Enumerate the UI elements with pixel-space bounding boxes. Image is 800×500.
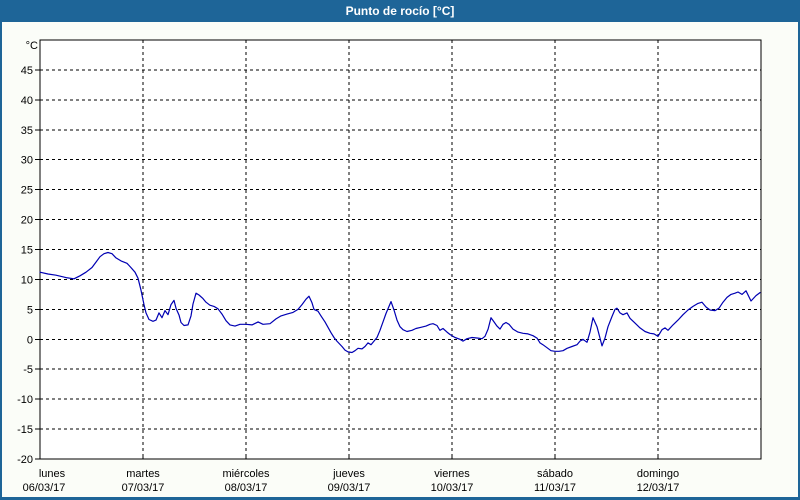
y-tick-label: -5 (23, 364, 33, 376)
frame-border-right (798, 22, 800, 500)
x-day-label: martes (126, 468, 160, 480)
x-day-label: jueves (332, 468, 365, 480)
y-tick-label: 40 (21, 95, 33, 107)
x-date-label: 09/03/17 (328, 482, 371, 494)
dew-point-line (39, 251, 761, 354)
y-tick-label: 5 (27, 304, 33, 316)
frame-border-left (0, 22, 2, 500)
x-day-label: sábado (537, 468, 573, 480)
y-tick-label: 20 (21, 215, 33, 227)
title-bar: Punto de rocío [°C] (0, 0, 800, 22)
x-day-label: miércoles (222, 468, 270, 480)
y-tick-label: 45 (21, 65, 33, 77)
y-tick-label: 10 (21, 274, 33, 286)
x-date-label: 12/03/17 (637, 482, 680, 494)
chart-title: Punto de rocío [°C] (345, 4, 455, 18)
y-tick-label: 30 (21, 155, 33, 167)
y-tick-label: 0 (27, 334, 33, 346)
dew-point-chart: 45 40 35 30 25 20 15 10 5 0 -5 -10 -15 -20 lunes 06/03/… (0, 22, 800, 500)
y-tick-label: -15 (17, 424, 33, 436)
x-date-label: 11/03/17 (534, 482, 576, 494)
y-tick-label: 25 (21, 185, 33, 197)
y-tick-label: -20 (17, 454, 33, 466)
x-day-label: viernes (434, 468, 470, 480)
y-tick-label: 35 (21, 125, 33, 137)
x-day-label: domingo (637, 468, 679, 480)
y-tick-label: 15 (21, 245, 33, 257)
x-day-label: lunes (39, 468, 66, 480)
y-axis-unit-label: °C (26, 40, 38, 52)
y-tick-label: -10 (17, 394, 33, 406)
x-date-label: 07/03/17 (122, 482, 165, 494)
x-date-label: 08/03/17 (225, 482, 268, 494)
frame-border-bottom (0, 497, 800, 500)
x-date-label: 06/03/17 (23, 482, 66, 494)
x-date-label: 10/03/17 (431, 482, 474, 494)
